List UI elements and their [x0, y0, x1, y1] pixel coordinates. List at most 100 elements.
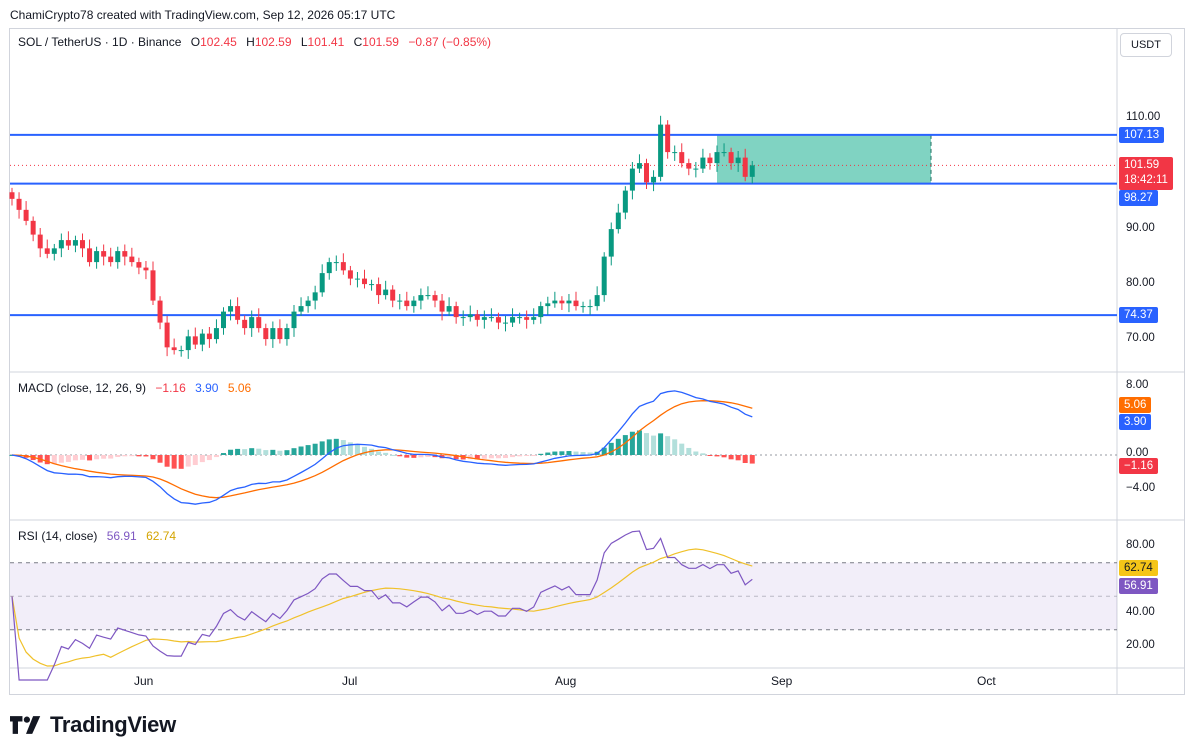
macd-histogram-bar [369, 448, 375, 455]
macd-histogram-bar [615, 438, 621, 455]
candle-body [291, 311, 297, 329]
candle-body [199, 333, 205, 345]
macd-histogram-bar [510, 455, 516, 458]
macd-histogram-bar [340, 440, 346, 455]
macd-histogram-bar [651, 435, 657, 455]
macd-histogram-bar [453, 455, 459, 460]
macd-tick-8: 8.00 [1126, 379, 1149, 391]
candle-body [651, 176, 657, 183]
candle-body [397, 300, 403, 302]
rsi-legend: RSI (14, close) 56.91 62.74 [18, 529, 182, 543]
macd-histogram-bar [51, 455, 57, 465]
candle-body [488, 317, 494, 319]
candle-body [284, 328, 290, 340]
macd-histogram-bar [679, 443, 685, 455]
change-value: −0.87 (−0.85%) [408, 35, 492, 49]
macd-histogram-bar [44, 455, 50, 465]
last-price-value: 101.59 [1124, 159, 1160, 171]
candle-body [749, 165, 755, 177]
tradingview-logo-text: TradingView [50, 712, 176, 737]
low-value: 101.41 [307, 35, 345, 49]
candle-body [474, 314, 480, 320]
macd-histogram-bar [404, 455, 410, 458]
tradingview-logo-icon [10, 716, 41, 734]
macd-histogram-bar [298, 446, 304, 455]
macd-histogram-bar [418, 455, 424, 458]
price-tick-90: 90.00 [1126, 222, 1155, 234]
candle-body [580, 306, 586, 308]
time-tick-jun: Jun [134, 674, 154, 688]
macd-histogram-bar [587, 452, 593, 455]
macd-histogram-bar [693, 451, 699, 455]
candle-body [460, 317, 466, 319]
rsi-line [11, 530, 753, 681]
macd-histogram-bar [601, 447, 607, 455]
macd-histogram-bar [686, 447, 692, 455]
macd-histogram-bar [72, 455, 78, 461]
candle-body [72, 240, 78, 246]
rsi-name[interactable]: RSI (14, close) [18, 529, 98, 543]
symbol-label[interactable]: SOL / TetherUS · 1D · Binance [18, 35, 182, 49]
candle-body [235, 306, 241, 320]
price-tick-70: 70.00 [1126, 332, 1155, 344]
macd-histogram-bar [383, 452, 389, 455]
macd-tick-minus4: −4.00 [1126, 482, 1156, 494]
candle-body [157, 300, 163, 323]
candle-body [122, 251, 128, 257]
macd-histogram-bar [136, 455, 142, 457]
macd-histogram-bar [495, 455, 501, 459]
candle-body [707, 157, 713, 164]
macd-histogram-bar [333, 438, 339, 455]
rsi-ma-tag: 62.74 [1119, 560, 1158, 576]
candle-body [686, 163, 692, 169]
macd-histogram-bar [749, 455, 755, 464]
candle-body [418, 295, 424, 301]
candle-body [101, 251, 107, 257]
price-tick-110: 110.00 [1126, 111, 1161, 123]
macd-histogram-bar [524, 455, 530, 456]
close-value: 101.59 [362, 35, 399, 49]
macd-name[interactable]: MACD (close, 12, 26, 9) [18, 381, 147, 395]
rsi-tag: 56.91 [1119, 578, 1158, 594]
candle-body [249, 317, 255, 329]
macd-signal-tag: 5.06 [1119, 397, 1152, 413]
macd-histogram-bar [700, 453, 706, 455]
candle-body [319, 273, 325, 293]
time-tick-oct: Oct [977, 674, 996, 688]
macd-histogram-bar [411, 455, 417, 458]
candle-body [552, 300, 558, 304]
macd-histogram-bar [178, 455, 184, 469]
candle-body [503, 322, 508, 324]
macd-histogram-bar [284, 450, 290, 455]
candle-body [242, 319, 248, 329]
time-tick-sep: Sep [771, 674, 793, 688]
candle-body [608, 229, 614, 257]
candle-body [256, 317, 262, 329]
macd-histogram-bar [531, 455, 537, 456]
macd-histogram-bar [270, 449, 276, 455]
macd-histogram-bar [171, 455, 177, 469]
bar-countdown: 18:42:11 [1124, 174, 1168, 186]
macd-histogram-value: −1.16 [155, 381, 186, 395]
rsi-tick-20: 20.00 [1126, 639, 1155, 651]
candle-body [679, 152, 685, 164]
candle-body [150, 270, 156, 301]
tradingview-brand[interactable]: TradingView [10, 712, 176, 738]
macd-histogram-bar [213, 455, 219, 458]
candle-body [559, 300, 565, 304]
main-legend: SOL / TetherUS · 1D · Binance O102.45 H1… [18, 35, 492, 49]
macd-histogram-bar [735, 455, 741, 461]
macd-histogram-bar [488, 455, 494, 459]
candle-body [221, 311, 226, 329]
currency-unit-button[interactable]: USDT [1120, 33, 1172, 57]
macd-histogram-bar [263, 450, 269, 455]
macd-histogram-bar [164, 455, 170, 467]
macd-histogram-bar [425, 455, 431, 457]
macd-histogram-bar [545, 452, 551, 455]
resistance-price-tag: 107.13 [1119, 127, 1165, 143]
candle-body [277, 328, 283, 340]
candle-body [446, 306, 452, 312]
macd-histogram-bar [249, 448, 255, 455]
candle-body [495, 317, 501, 323]
